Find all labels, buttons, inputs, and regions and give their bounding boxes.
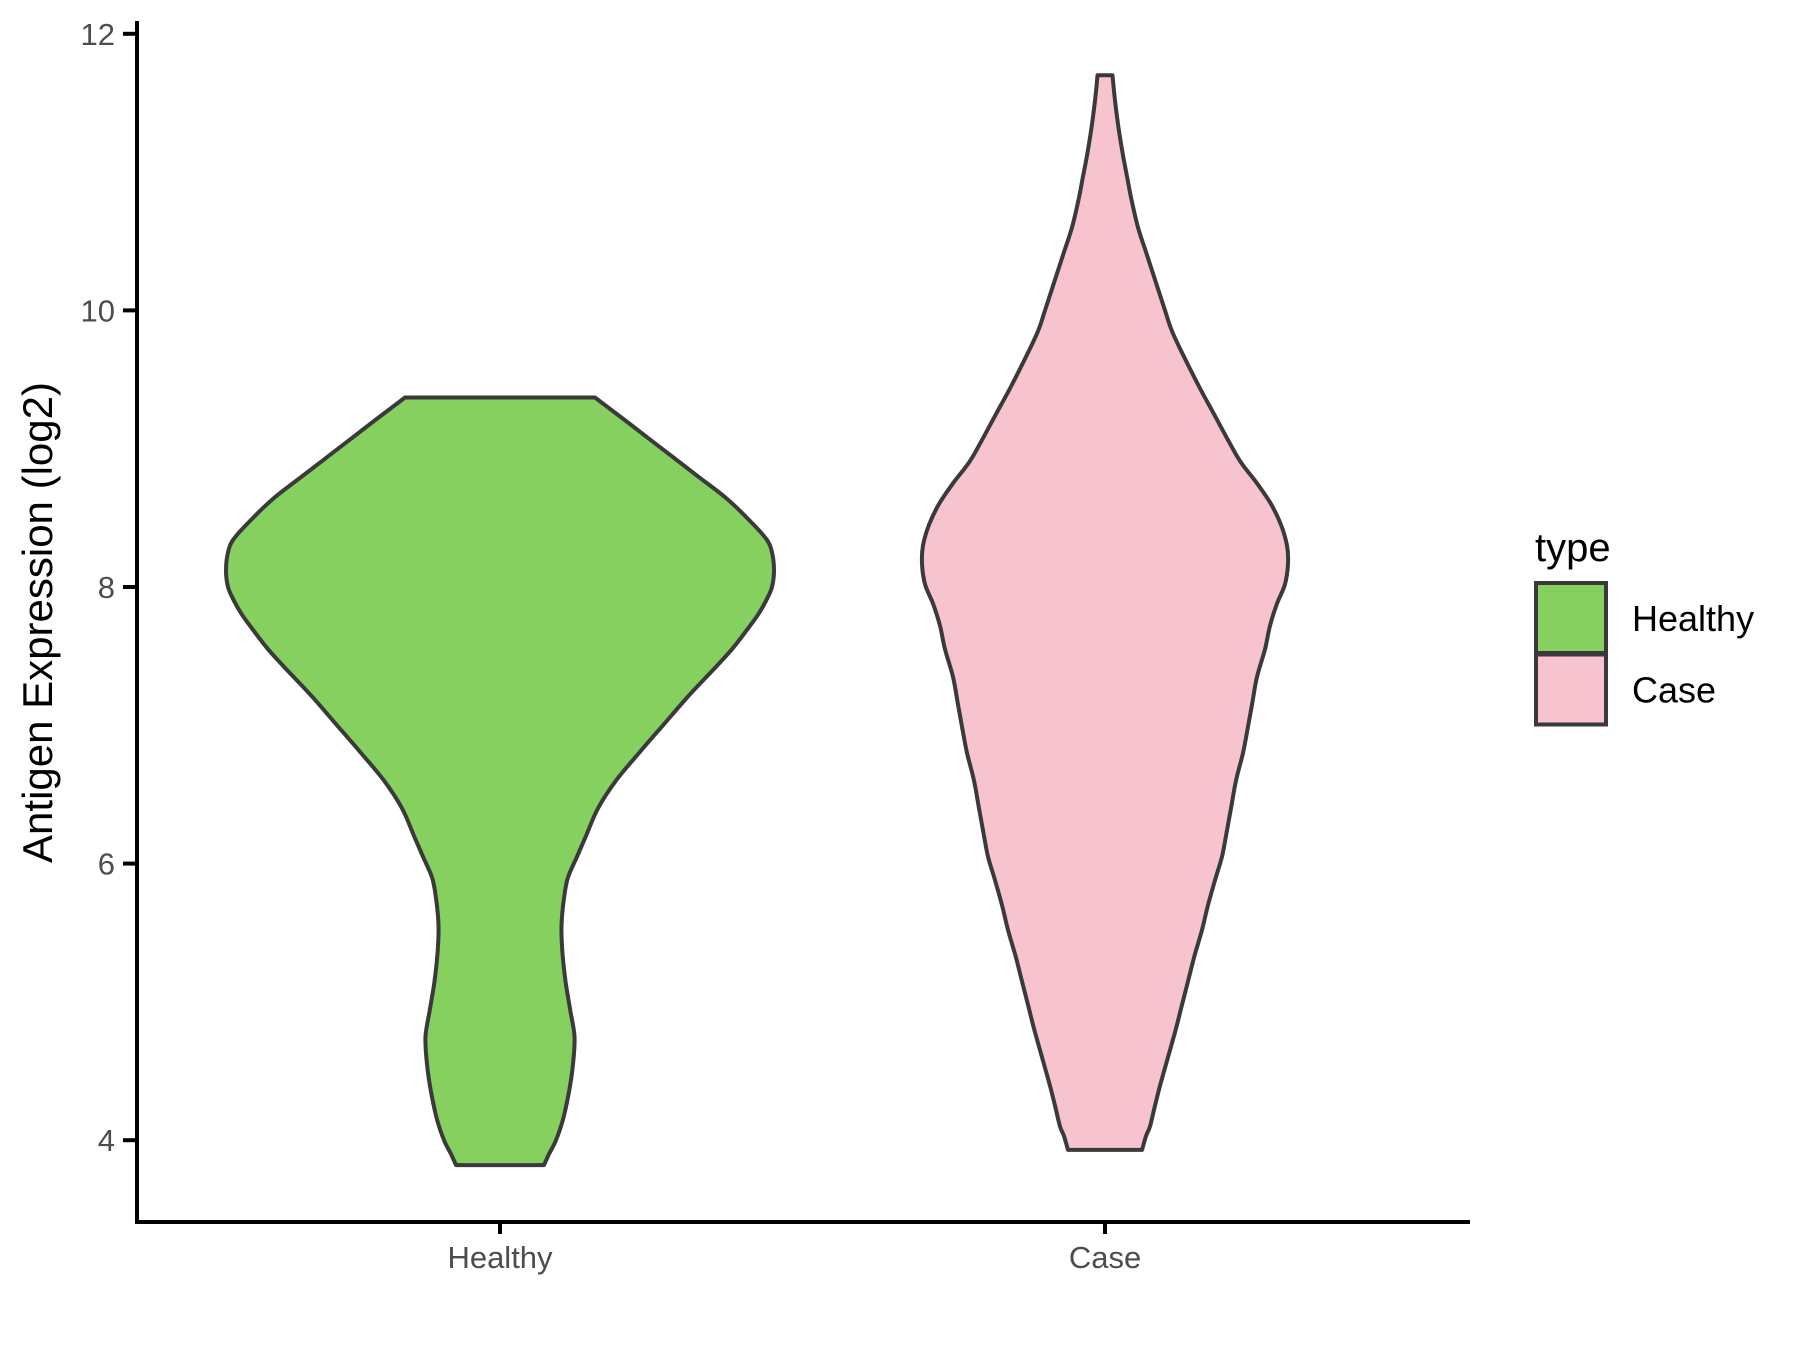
legend-key-case [1534, 652, 1608, 727]
legend-label-case: Case [1632, 670, 1716, 711]
y-axis-title: Antigen Expression (log2) [14, 382, 61, 863]
x-tick-label-healthy: Healthy [447, 1240, 553, 1275]
legend-label-healthy: Healthy [1632, 598, 1754, 639]
y-tick-label: 8 [98, 570, 115, 605]
legend: type Healthy Case [1534, 526, 1754, 727]
y-tick-label: 6 [98, 847, 115, 882]
violin-case [919, 73, 1291, 1152]
legend-entries: Healthy Case [1534, 581, 1754, 727]
y-tick-label: 12 [81, 17, 115, 52]
legend-title: type [1535, 526, 1611, 570]
legend-key-healthy [1534, 581, 1608, 655]
violin-healthy [224, 395, 776, 1168]
y-tick-label: 4 [98, 1123, 115, 1158]
y-axis: 12 10 8 6 4 [81, 17, 139, 1224]
x-tick-label-case: Case [1069, 1240, 1141, 1275]
x-axis: Healthy Case [135, 1220, 1470, 1275]
y-tick-label: 10 [81, 293, 115, 328]
violins [224, 73, 1291, 1168]
